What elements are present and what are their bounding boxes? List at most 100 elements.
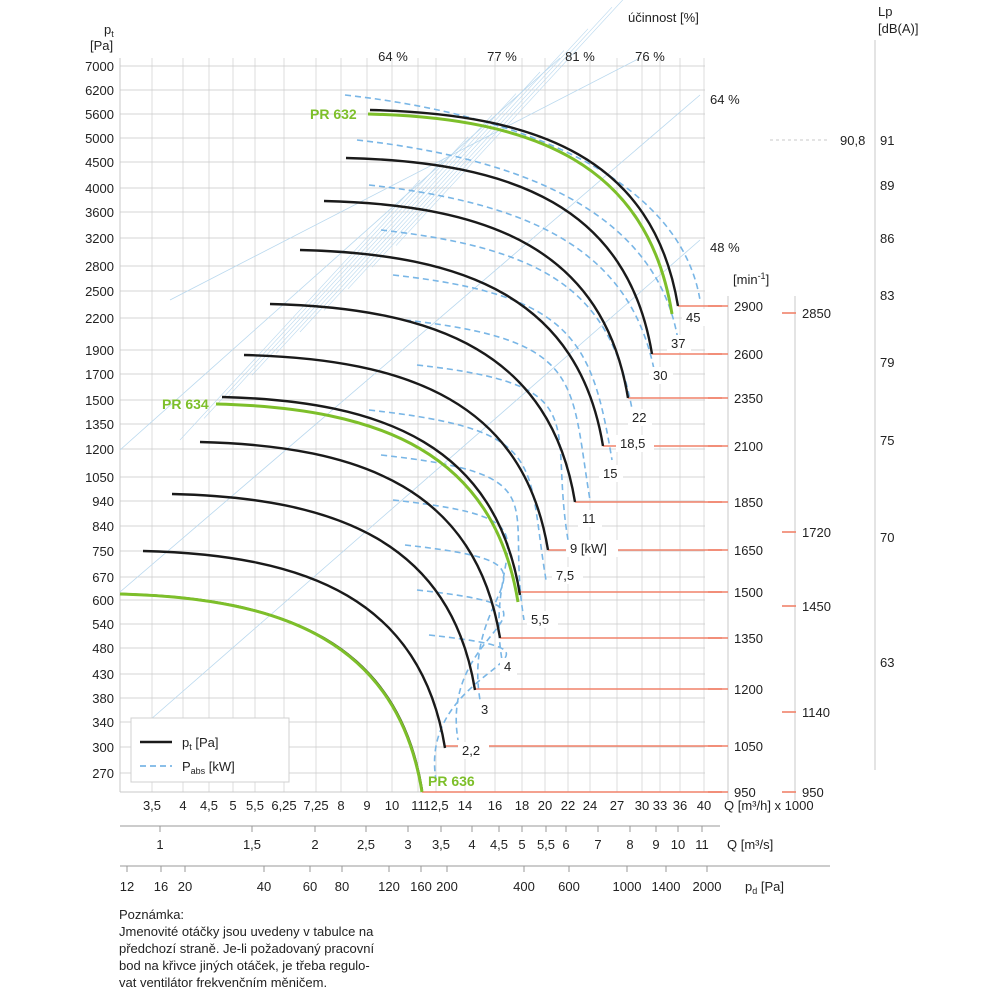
pressure-curve [345,156,654,355]
efficiency-line [179,179,421,441]
rpm-label: 1850 [734,495,763,510]
efficiency-label: 48 % [710,240,740,255]
lp-tick-label: 83 [880,288,894,303]
fan-model-curve [119,592,424,793]
power-label-bg [599,465,623,482]
lp-unit: [dB(A)] [878,21,918,36]
q-s-tick-label: 5,5 [537,837,555,852]
q-s-tick-label: 8 [626,837,633,852]
power-curve [344,94,701,301]
pressure-curve [323,199,630,399]
power-label: 7,5 [556,568,574,583]
q-h-tick-label: 16 [488,798,502,813]
power-label: 22 [632,410,646,425]
y-tick-label: 1700 [85,367,114,382]
efficiency-line [395,0,624,246]
pd-tick-label: 200 [436,879,458,894]
power-label-bg [649,367,673,384]
y-tick-label: 1350 [85,417,114,432]
pd-tick-label: 1000 [613,879,642,894]
q-s-tick-label: 2,5 [357,837,375,852]
y-tick-label: 840 [92,519,114,534]
lp-tick-label: 75 [880,433,894,448]
lp-title: Lp [878,4,892,19]
pressure-curve [221,395,522,596]
rpm-label: 2100 [734,439,763,454]
efficiency-line [203,158,445,419]
pd-tick-label: 60 [303,879,317,894]
rpm-label: 2350 [734,391,763,406]
q-h-tick-label: 36 [673,798,687,813]
efficiency-label: 64 % [378,49,408,64]
pd-tick-label: 16 [154,879,168,894]
rpm-label: 2900 [734,299,763,314]
q-h-tick-label: 9 [363,798,370,813]
power-label-bg [477,701,494,718]
q-s-tick-label: 11 [695,837,709,852]
power-label: 30 [653,368,667,383]
rpm-label: 1050 [734,739,763,754]
lp-tick-label: 86 [880,231,894,246]
y-tick-label: 340 [92,715,114,730]
q-s-tick-label: 7 [594,837,601,852]
pd-tick-label: 600 [558,879,580,894]
efficiency-label: 76 % [635,49,665,64]
pd-tick-label: 120 [378,879,400,894]
rpm-alt-label: 1450 [802,599,831,614]
y-tick-label: 300 [92,740,114,755]
rpm-alt-label: 950 [802,785,824,800]
power-curve [356,139,679,341]
y-axis-unit: [Pa] [90,38,113,53]
pressure-curve [299,248,605,447]
q-h-tick-label: 24 [583,798,597,813]
power-curve [428,634,508,781]
y-tick-label: 750 [92,544,114,559]
q-h-tick-label: 12,5 [423,798,448,813]
efficiency-line [119,94,701,593]
efficiency-line [323,50,565,311]
q-h-tick-label: 27 [610,798,624,813]
y-tick-label: 4000 [85,181,114,196]
y-tick-label: 2200 [85,311,114,326]
pressure-curves [119,108,680,793]
rpm-lines [422,305,796,793]
q-h-tick-label: 3,5 [143,798,161,813]
pressure-curve [369,108,680,307]
lp-tick-label: 91 [880,133,894,148]
q-s-tick-label: 4,5 [490,837,508,852]
rpm-unit: [min-1] [733,271,769,287]
pd-tick-label: 1400 [652,879,681,894]
efficiency-line [227,136,469,398]
power-label-bg [566,540,618,557]
power-label: 37 [671,336,685,351]
fan-model-curve [215,402,520,603]
efficiency-label: 77 % [487,49,517,64]
power-curve [368,184,657,381]
q-h-tick-label: 40 [697,798,711,813]
rpm-alt-label: 2850 [802,306,831,321]
legend-pabs-label: Pabs [kW] [182,759,235,776]
pd-tick-label: 160 [410,879,432,894]
q-h-tick-label: 4,5 [200,798,218,813]
power-label: 2,2 [462,743,480,758]
power-label-bg [458,742,489,759]
fan-model-curve [367,112,674,315]
power-curve [392,274,613,461]
power-label: 5,5 [531,612,549,627]
y-axis-title: pt [104,22,114,39]
power-label: 45 [686,310,700,325]
efficiency-title: účinnost [%] [628,10,699,25]
rpm-label: 1500 [734,585,763,600]
efficiency-line [169,57,641,301]
power-label-bg [616,435,654,452]
q-h-axis-title: Q [m³/h] x 1000 [724,798,814,813]
power-label: 11 [582,511,596,526]
y-tick-label: 7000 [85,59,114,74]
pd-tick-label: 80 [335,879,349,894]
power-label-bg [682,309,706,326]
y-tick-label: 670 [92,570,114,585]
power-label: 4 [504,659,511,674]
q-s-tick-label: 10 [671,837,685,852]
efficiency-line [299,71,541,333]
